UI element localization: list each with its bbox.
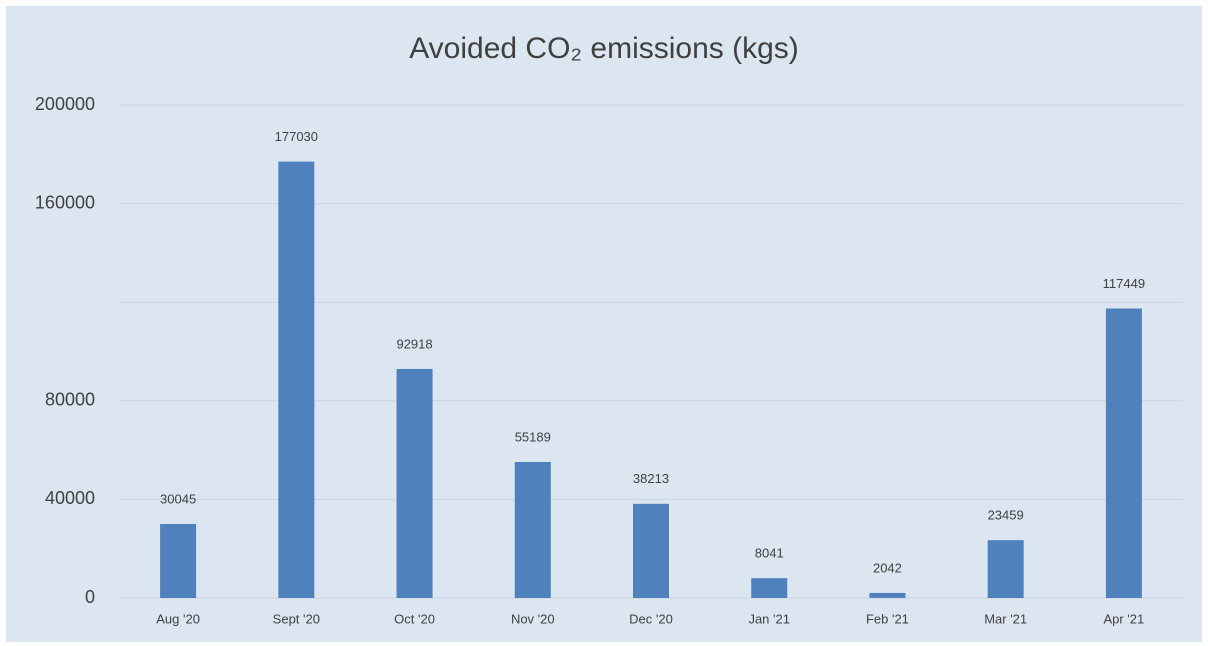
bar	[987, 540, 1024, 598]
bar	[869, 592, 906, 598]
chart-background	[6, 6, 1202, 642]
data-label: 92918	[396, 336, 432, 351]
data-label: 117449	[1103, 276, 1145, 291]
y-tick-label: 160000	[35, 192, 95, 212]
x-tick-label: Oct '20	[394, 611, 435, 626]
data-label: 23459	[988, 508, 1024, 523]
x-tick-label: Aug '20	[156, 611, 200, 626]
y-tick-label: 200000	[35, 94, 95, 114]
bar	[751, 578, 788, 598]
x-tick-label: Sept '20	[273, 611, 320, 626]
data-label: 55189	[515, 429, 551, 444]
x-tick-label: Jan '21	[748, 611, 790, 626]
bar	[278, 161, 315, 599]
data-label: 2042	[873, 560, 902, 575]
x-tick-label: Dec '20	[629, 611, 673, 626]
x-tick-label: Apr '21	[1103, 611, 1144, 626]
y-tick-label: 0	[85, 587, 95, 607]
x-tick-label: Mar '21	[984, 611, 1027, 626]
data-label: 177030	[275, 129, 318, 144]
bar	[633, 503, 669, 598]
chart-title: Avoided CO₂ emissions (kgs)	[409, 32, 799, 65]
data-label: 8041	[755, 546, 784, 561]
x-tick-label: Feb '21	[866, 611, 909, 626]
bar	[396, 368, 433, 598]
y-tick-label: 80000	[45, 390, 95, 410]
bar	[514, 461, 551, 598]
data-label: 38213	[633, 471, 669, 486]
x-tick-label: Nov '20	[511, 611, 555, 626]
bar	[160, 523, 197, 598]
y-tick-label: 40000	[45, 488, 95, 508]
data-label: 30045	[160, 491, 196, 506]
bar	[1105, 308, 1142, 598]
